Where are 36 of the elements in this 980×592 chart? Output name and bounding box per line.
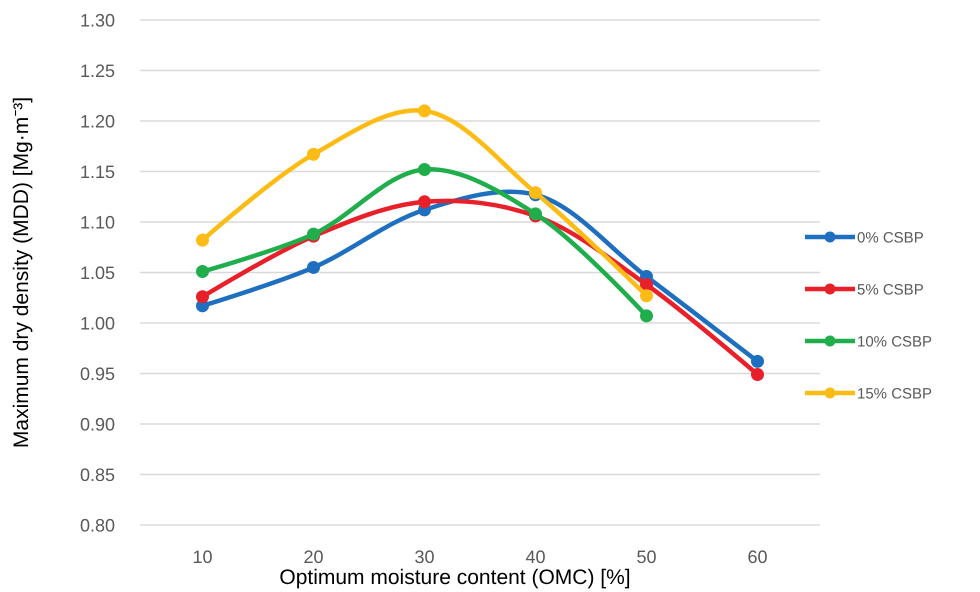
x-tick-label: 50 <box>636 547 657 567</box>
legend-label: 5% CSBP <box>857 281 924 298</box>
legend-label: 0% CSBP <box>857 229 924 246</box>
y-tick-label: 0.95 <box>80 364 115 384</box>
point <box>196 234 209 247</box>
x-tick-label: 30 <box>414 547 435 567</box>
y-tick-label: 1.30 <box>80 10 115 30</box>
point <box>418 162 431 176</box>
legend-label: 15% CSBP <box>857 385 932 402</box>
y-tick-label: 1.20 <box>80 111 115 132</box>
y-tick-label: 1.10 <box>80 212 115 232</box>
y-tick-label: 1.00 <box>80 313 115 334</box>
point <box>196 290 209 304</box>
point <box>640 309 653 322</box>
legend-label: 10% CSBP <box>857 333 932 350</box>
y-tick-label: 1.15 <box>80 162 115 182</box>
point <box>640 289 653 302</box>
y-axis-title: Maximum dry density (MDD) [Mg·m⁻³] <box>10 96 33 448</box>
x-tick-label: 40 <box>525 547 546 567</box>
point <box>196 264 209 278</box>
point <box>307 148 320 161</box>
y-tick-label: 0.90 <box>80 414 115 434</box>
point <box>751 368 764 382</box>
x-tick-label: 60 <box>747 547 768 567</box>
y-tick-label: 1.25 <box>80 60 115 81</box>
y-tick-label: 0.80 <box>80 515 115 536</box>
y-tick-label: 1.05 <box>80 262 115 283</box>
point <box>751 354 764 368</box>
x-axis-title: Optimum moisture content (OMC) [%] <box>279 566 631 589</box>
point <box>640 278 653 292</box>
y-tick-label: 0.85 <box>80 464 115 485</box>
point <box>418 104 431 118</box>
point <box>307 260 320 274</box>
point <box>418 195 431 208</box>
x-tick-label: 20 <box>303 547 324 567</box>
x-tick-label: 10 <box>192 547 213 567</box>
